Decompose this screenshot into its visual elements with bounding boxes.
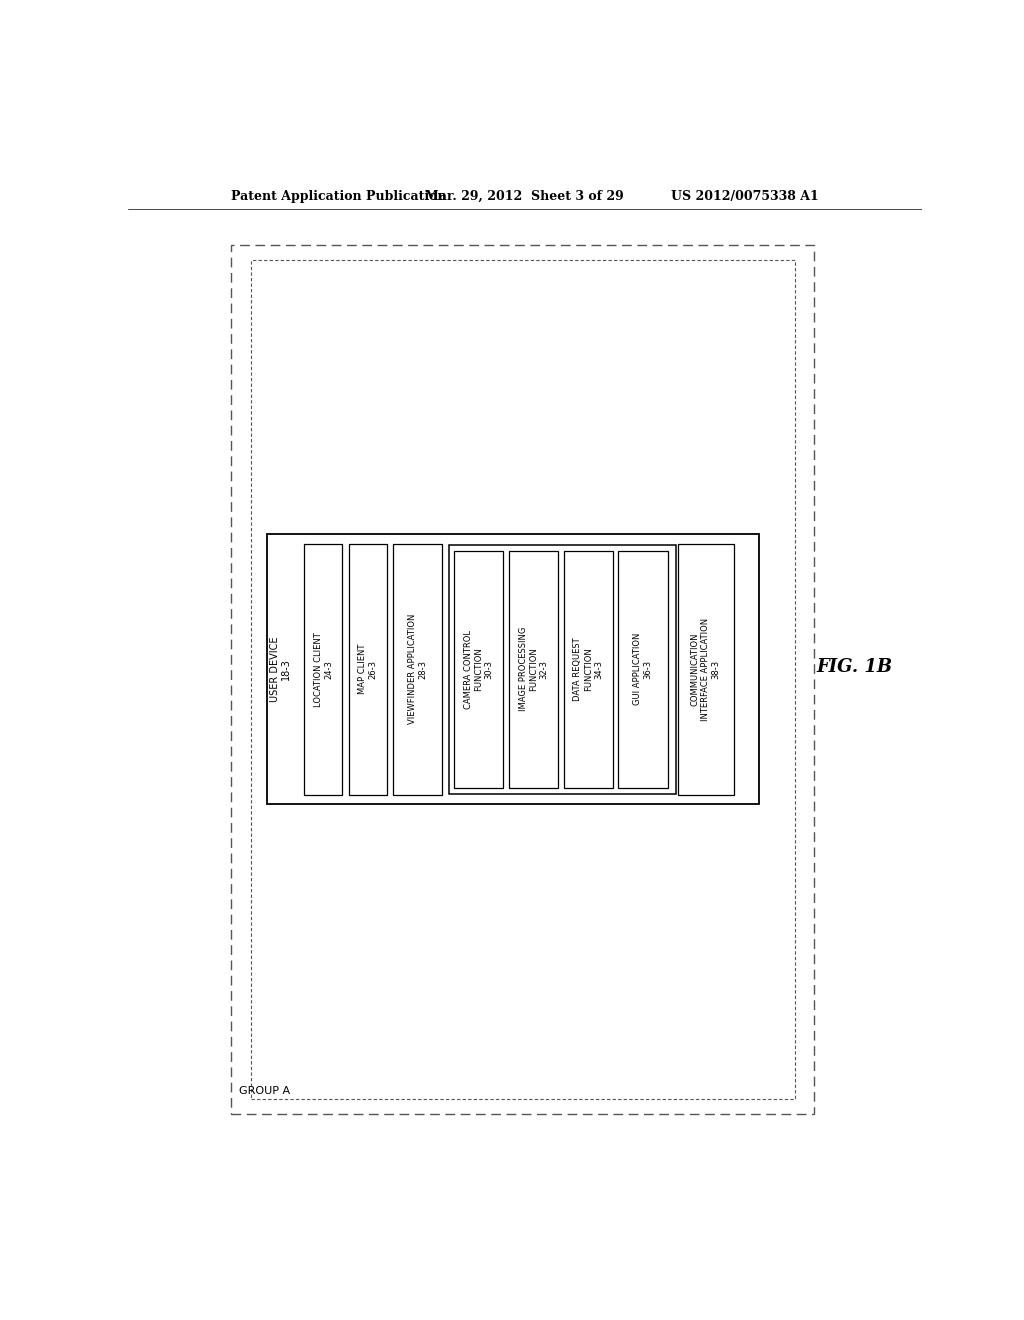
Bar: [455, 550, 504, 788]
Bar: [618, 550, 668, 788]
Bar: [251, 260, 795, 1098]
Text: Patent Application Publication: Patent Application Publication: [231, 190, 446, 202]
Text: DATA REQUEST
FUNCTION
34-3: DATA REQUEST FUNCTION 34-3: [573, 638, 603, 701]
Bar: [231, 244, 814, 1114]
Text: FIG. 1B: FIG. 1B: [816, 657, 892, 676]
Text: MAP CLIENT
26-3: MAP CLIENT 26-3: [358, 644, 378, 694]
Text: GUI APPLICATION
36-3: GUI APPLICATION 36-3: [634, 634, 652, 705]
Text: IMAGE PROCESSING
FUNCTION
32-3: IMAGE PROCESSING FUNCTION 32-3: [518, 627, 549, 711]
Bar: [563, 550, 613, 788]
Text: COMMUNICATION
INTERFACE APPLICATION
38-3: COMMUNICATION INTERFACE APPLICATION 38-3: [691, 618, 721, 721]
Text: US 2012/0075338 A1: US 2012/0075338 A1: [671, 190, 818, 202]
Text: Mar. 29, 2012  Sheet 3 of 29: Mar. 29, 2012 Sheet 3 of 29: [425, 190, 625, 202]
Text: LOCATION CLIENT
24-3: LOCATION CLIENT 24-3: [313, 632, 333, 706]
Text: VIEWFINDER APPLICATION
28-3: VIEWFINDER APPLICATION 28-3: [408, 614, 427, 725]
Bar: [450, 545, 676, 793]
Text: GROUP A: GROUP A: [240, 1085, 290, 1096]
Bar: [393, 544, 442, 795]
Bar: [267, 535, 759, 804]
Bar: [348, 544, 387, 795]
Bar: [678, 544, 733, 795]
Bar: [304, 544, 342, 795]
Text: USER DEVICE
18-3: USER DEVICE 18-3: [269, 636, 291, 702]
Text: CAMERA CONTROL
FUNCTION
30-3: CAMERA CONTROL FUNCTION 30-3: [464, 630, 494, 709]
Bar: [509, 550, 558, 788]
